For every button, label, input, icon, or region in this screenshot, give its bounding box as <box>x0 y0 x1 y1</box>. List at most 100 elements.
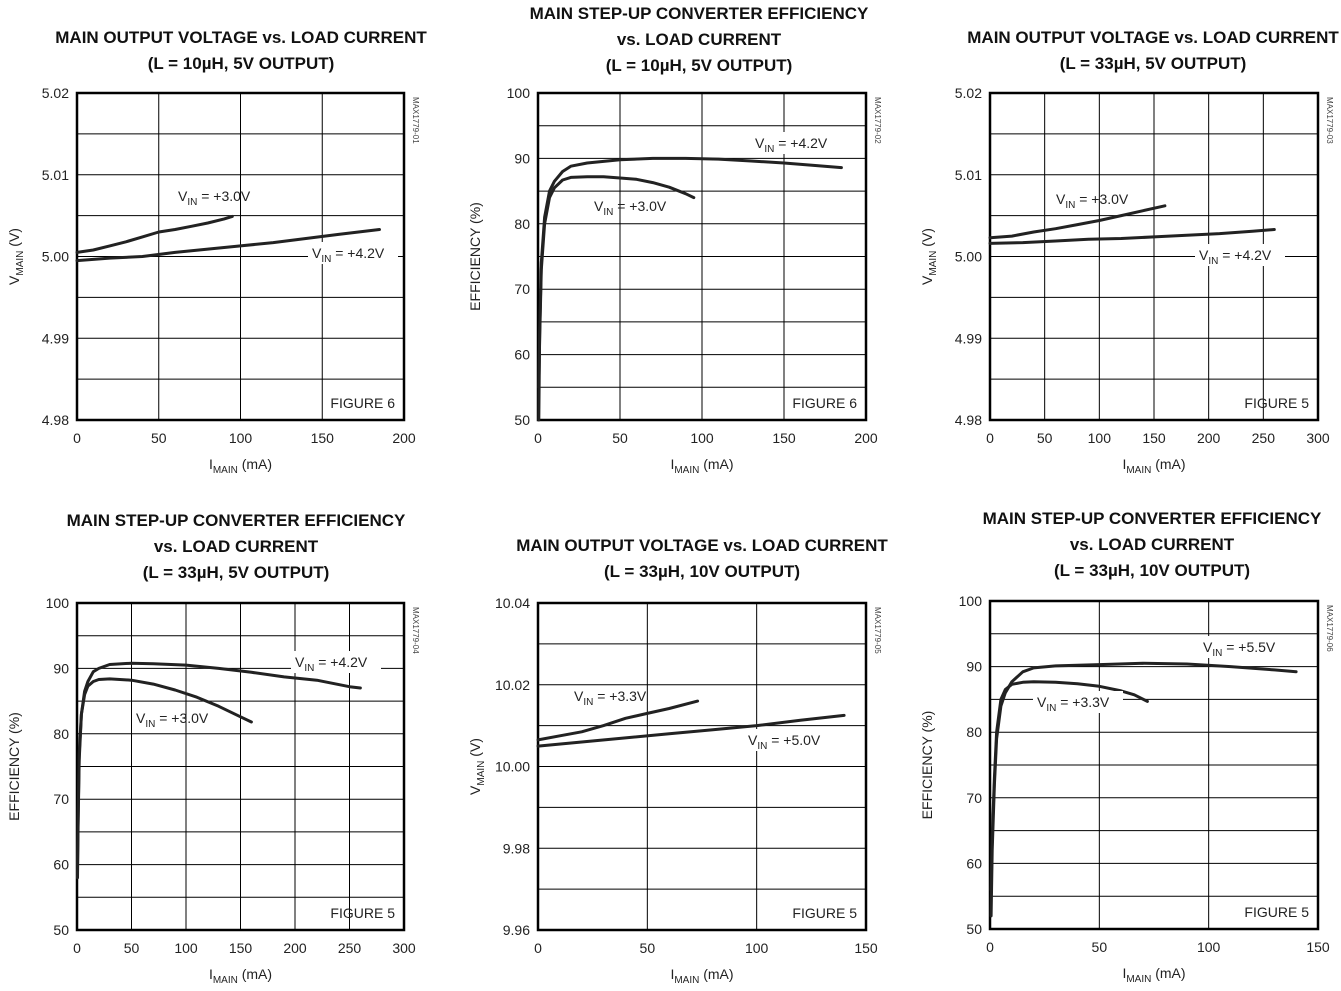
series-label-2: VIN = +4.2V <box>312 245 385 265</box>
series-label-1: VIN = +3.3V <box>574 688 647 708</box>
x-tick-label: 50 <box>1092 939 1108 955</box>
y-tick-label: 4.99 <box>955 330 982 346</box>
figure-label: FIGURE 5 <box>1244 904 1309 920</box>
y-axis-label: VMAIN (V) <box>467 738 487 795</box>
series-line-1 <box>536 699 700 742</box>
y-tick-label: 10.02 <box>495 677 530 693</box>
series-label-1: VIN = +5.5V <box>1203 639 1276 659</box>
chart-title-line: MAIN OUTPUT VOLTAGE vs. LOAD CURRENT <box>55 28 427 47</box>
y-tick-label: 80 <box>53 726 69 742</box>
series-label-1: VIN = +3.0V <box>1056 191 1129 211</box>
series-line-2 <box>988 228 1276 245</box>
y-tick-label: 4.99 <box>42 330 69 346</box>
x-axis-label: IMAIN (mA) <box>1122 965 1185 985</box>
x-tick-label: 200 <box>283 940 307 956</box>
y-tick-label: 70 <box>53 791 69 807</box>
x-tick-label: 200 <box>392 430 416 446</box>
series-line-2 <box>76 677 253 867</box>
chart-title-line: vs. LOAD CURRENT <box>1070 535 1235 554</box>
part-code: MAX1779-02 <box>873 97 882 144</box>
y-tick-label: 5.01 <box>42 167 69 183</box>
chart-5: MAIN OUTPUT VOLTAGE vs. LOAD CURRENT (L =… <box>467 536 888 986</box>
x-tick-label: 0 <box>986 939 994 955</box>
series-line-2 <box>75 228 381 263</box>
y-tick-label: 80 <box>966 724 982 740</box>
figure-label: FIGURE 6 <box>330 395 395 411</box>
chart-title-line: MAIN OUTPUT VOLTAGE vs. LOAD CURRENT <box>516 536 888 555</box>
series-line-2 <box>536 713 846 748</box>
x-tick-label: 100 <box>1197 939 1221 955</box>
series-label-background <box>744 729 834 751</box>
chart-6: MAIN STEP-UP CONVERTER EFFICIENCY vs. LOA… <box>919 509 1334 985</box>
part-code: MAX1779-03 <box>1325 97 1334 144</box>
y-tick-label: 50 <box>514 412 530 428</box>
y-tick-label: 5.01 <box>955 167 982 183</box>
x-tick-label: 100 <box>174 940 198 956</box>
x-tick-label: 150 <box>229 940 253 956</box>
chart-title-line: (L = 33µH, 5V OUTPUT) <box>143 563 330 582</box>
figure-label: FIGURE 6 <box>792 395 857 411</box>
y-axis-label-group: VMAIN (V) <box>467 738 487 795</box>
y-tick-label: 70 <box>966 790 982 806</box>
y-axis-label: EFFICIENCY (%) <box>6 712 22 821</box>
x-tick-label: 100 <box>1088 430 1112 446</box>
y-axis-label: VMAIN (V) <box>919 228 939 285</box>
x-tick-label: 0 <box>534 430 542 446</box>
series-label-2: VIN = +4.2V <box>1199 247 1272 267</box>
plot-frame <box>536 91 868 422</box>
series-line-2 <box>989 680 1149 892</box>
chart-title-line: (L = 33µH, 5V OUTPUT) <box>1060 54 1247 73</box>
y-tick-label: 5.02 <box>955 85 982 101</box>
x-tick-label: 0 <box>73 940 81 956</box>
x-axis-label: IMAIN (mA) <box>670 966 733 986</box>
figure-label: FIGURE 5 <box>792 905 857 921</box>
y-axis-label-group: EFFICIENCY (%) <box>6 712 22 821</box>
chart-title-line: (L = 33µH, 10V OUTPUT) <box>604 562 800 581</box>
y-tick-label: 90 <box>966 659 982 675</box>
plot-frame <box>536 601 868 932</box>
series-label-background <box>1033 691 1123 713</box>
chart-title-line: MAIN STEP-UP CONVERTER EFFICIENCY <box>67 511 406 530</box>
series-label-background <box>751 132 841 154</box>
part-code: MAX1779-06 <box>1325 605 1334 652</box>
series-label-1: VIN = +4.2V <box>755 135 828 155</box>
x-tick-label: 150 <box>311 430 335 446</box>
chart-title-line: MAIN STEP-UP CONVERTER EFFICIENCY <box>983 509 1322 528</box>
x-tick-label: 150 <box>1306 939 1330 955</box>
x-tick-label: 200 <box>1197 430 1221 446</box>
y-tick-label: 60 <box>966 855 982 871</box>
y-tick-label: 5.00 <box>42 249 69 265</box>
y-axis-label: EFFICIENCY (%) <box>919 711 935 820</box>
x-tick-label: 150 <box>854 940 878 956</box>
chart-1: MAIN OUTPUT VOLTAGE vs. LOAD CURRENT (L =… <box>6 28 427 476</box>
x-tick-label: 0 <box>986 430 994 446</box>
y-tick-label: 50 <box>966 921 982 937</box>
x-tick-label: 150 <box>772 430 796 446</box>
x-tick-label: 50 <box>612 430 628 446</box>
x-axis-label: IMAIN (mA) <box>209 456 272 476</box>
series-label-2: VIN = +3.0V <box>136 710 209 730</box>
series-line-1 <box>988 204 1167 240</box>
y-tick-label: 50 <box>53 922 69 938</box>
series-label-1: VIN = +3.0V <box>178 188 251 208</box>
chart-3: MAIN OUTPUT VOLTAGE vs. LOAD CURRENT (L =… <box>919 28 1339 476</box>
series-label-background <box>1195 244 1285 266</box>
chart-4: MAIN STEP-UP CONVERTER EFFICIENCY vs. LOA… <box>6 511 420 986</box>
part-code: MAX1779-01 <box>411 97 420 144</box>
x-tick-label: 300 <box>1306 430 1330 446</box>
x-tick-label: 300 <box>392 940 416 956</box>
series-label-2: VIN = +3.0V <box>594 198 667 218</box>
x-tick-label: 250 <box>1252 430 1276 446</box>
x-tick-label: 50 <box>1037 430 1053 446</box>
y-tick-label: 4.98 <box>955 412 982 428</box>
y-tick-label: 100 <box>46 595 70 611</box>
y-axis-label: EFFICIENCY (%) <box>467 202 483 311</box>
x-tick-label: 50 <box>640 940 656 956</box>
y-tick-label: 10.04 <box>495 595 530 611</box>
x-tick-label: 0 <box>73 430 81 446</box>
x-tick-label: 200 <box>854 430 878 446</box>
y-axis-label-group: EFFICIENCY (%) <box>467 202 483 311</box>
y-axis-label-group: VMAIN (V) <box>6 228 26 285</box>
y-tick-label: 60 <box>514 347 530 363</box>
